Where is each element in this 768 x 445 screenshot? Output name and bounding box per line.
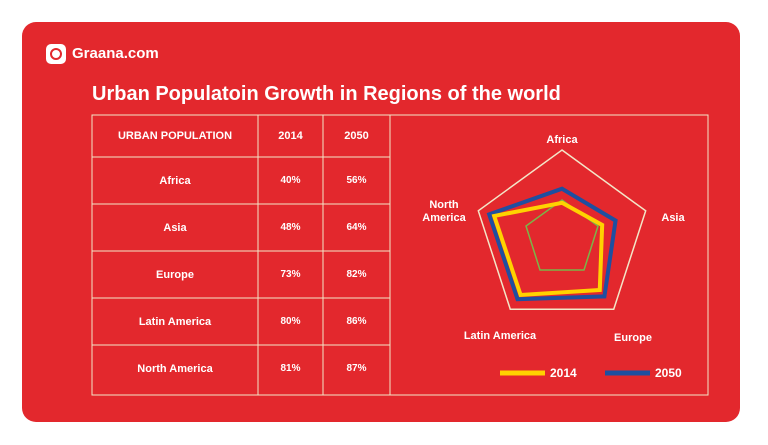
cell-value: 64% <box>346 222 367 233</box>
table-header: 2050 <box>344 130 369 142</box>
row-label: Africa <box>159 174 191 187</box>
cell-value: 82% <box>346 269 367 280</box>
title: Urban Populatoin Growth in Regions of th… <box>92 83 561 105</box>
row-label: Europe <box>156 268 194 281</box>
legend-label: 2050 <box>655 366 682 380</box>
radar-label: Latin America <box>463 329 537 342</box>
legend-label: 2014 <box>550 366 577 380</box>
cell-value: 40% <box>280 175 301 186</box>
radar-series <box>491 200 605 298</box>
logo <box>46 44 66 64</box>
inner-ring <box>525 199 599 271</box>
table-header: 2014 <box>278 130 303 142</box>
card <box>22 22 740 422</box>
cell-value: 56% <box>346 175 367 186</box>
brand: Graana.com <box>72 45 159 62</box>
radar-label: Europe <box>614 331 652 344</box>
table-header: URBAN POPULATION <box>117 130 233 142</box>
row-label: Asia <box>163 221 187 234</box>
cell-value: 87% <box>346 363 367 374</box>
cell-value: 73% <box>280 269 301 280</box>
radar-outline <box>477 149 647 310</box>
cell-value: 80% <box>280 316 301 327</box>
radar-label: North America <box>422 199 466 224</box>
radar-series <box>486 186 618 302</box>
row-label: Latin America <box>138 315 212 328</box>
cell-value: 48% <box>280 222 301 233</box>
cell-value: 81% <box>280 363 301 374</box>
row-label: North America <box>137 362 213 375</box>
logo-mark <box>50 48 62 60</box>
table-grid <box>91 114 709 396</box>
cell-value: 86% <box>346 316 367 327</box>
radar-label: Asia <box>661 211 685 224</box>
radar-label: Africa <box>546 133 578 146</box>
